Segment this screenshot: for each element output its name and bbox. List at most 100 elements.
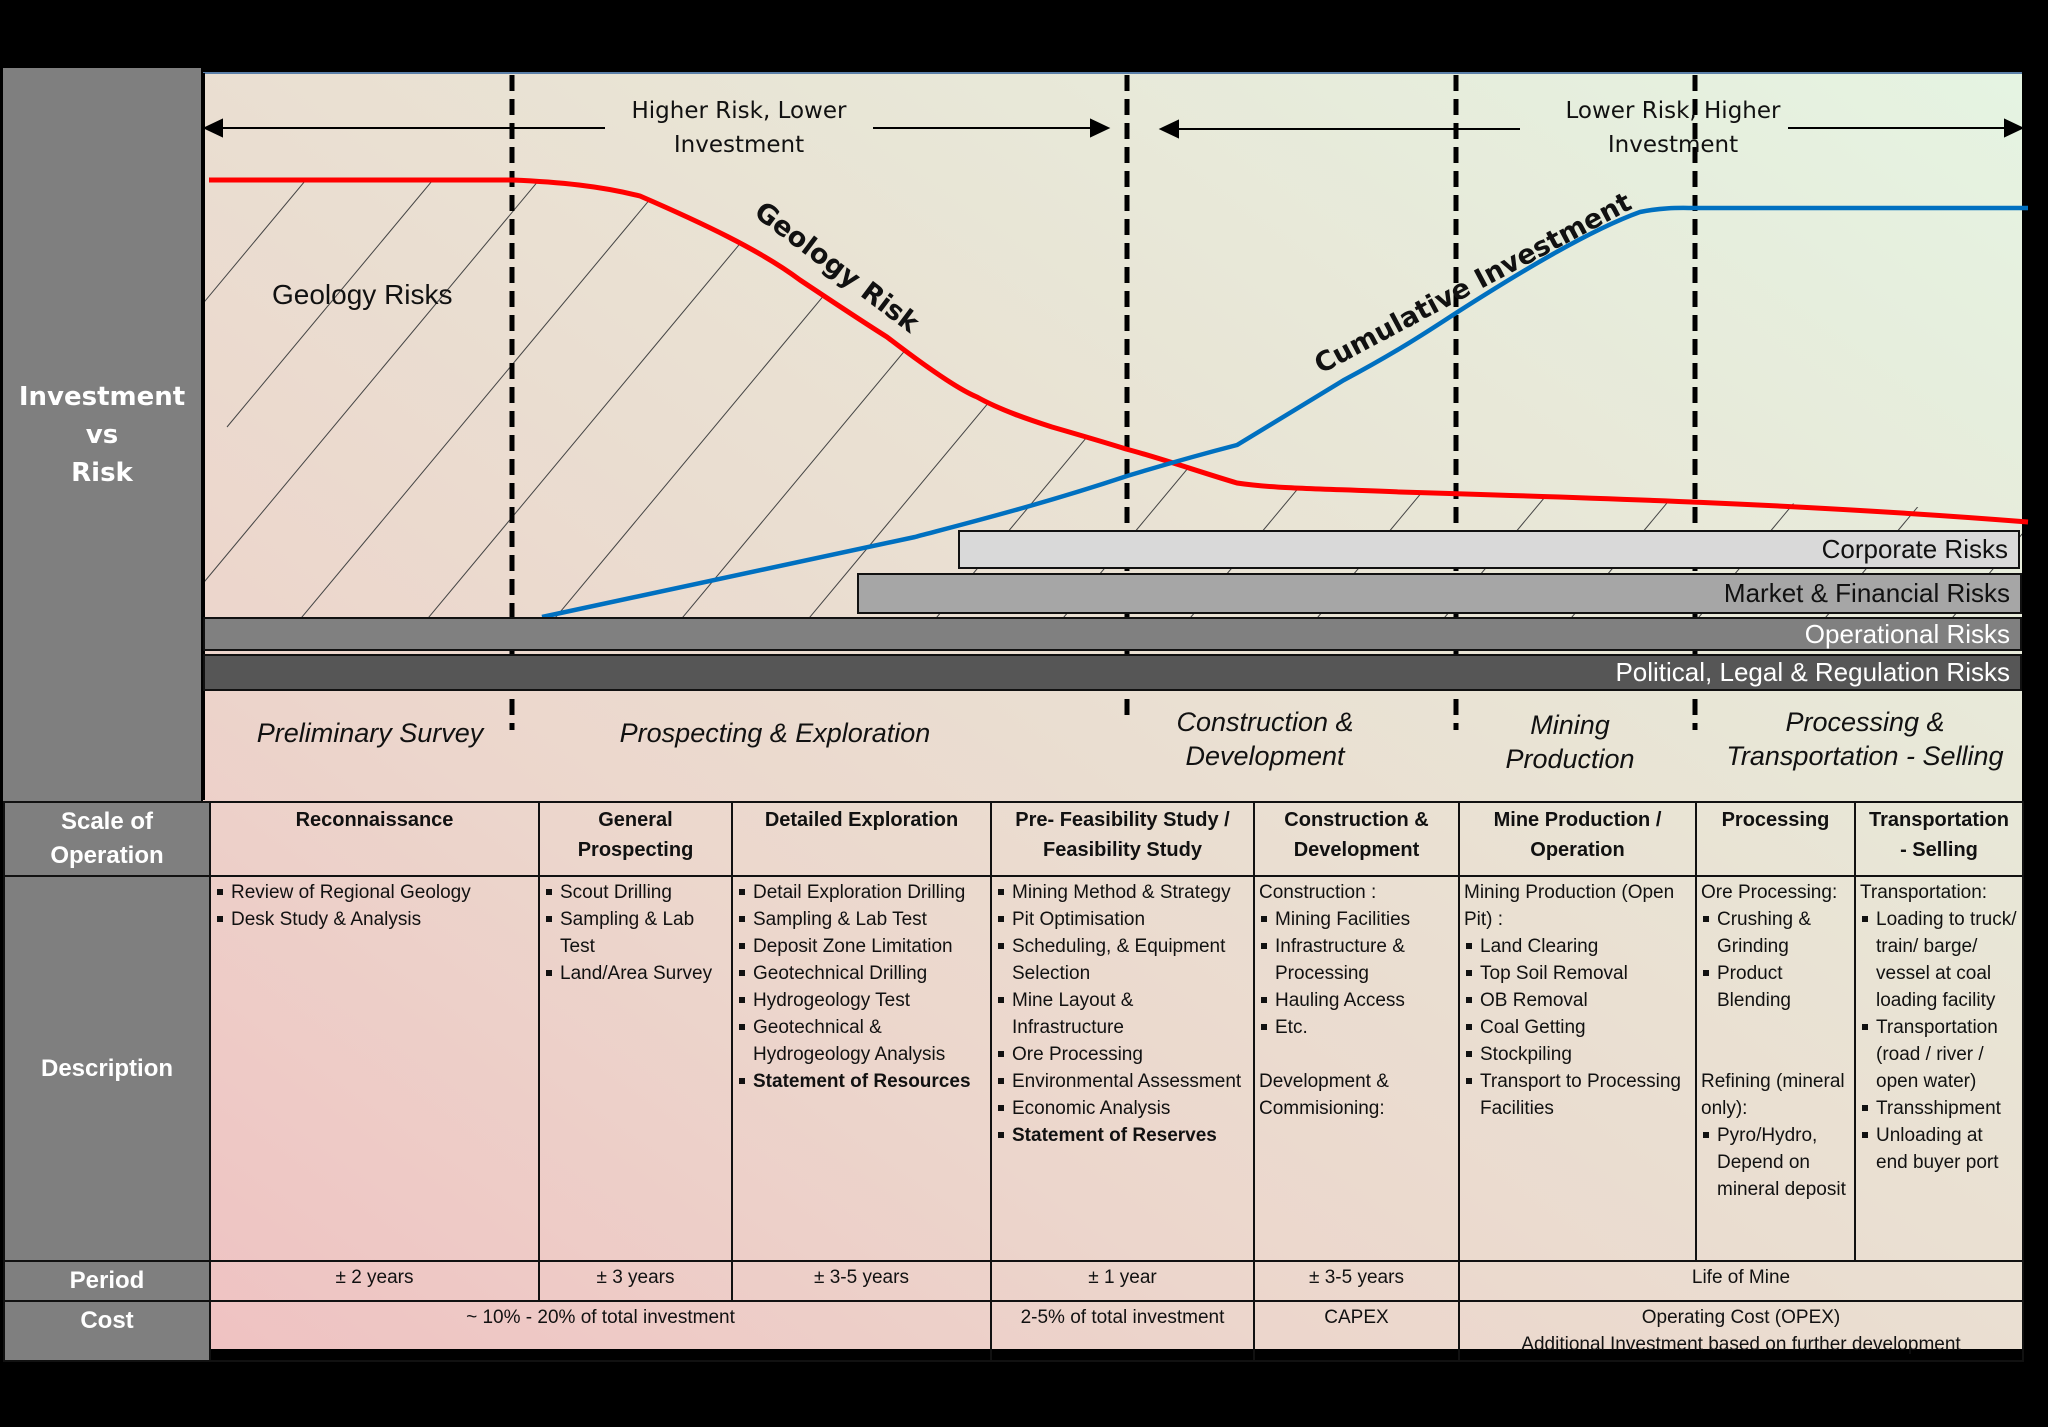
list-item: Environmental Assessment xyxy=(996,1068,1249,1095)
phase-mining-production: Mining Production xyxy=(1470,708,1670,776)
period-row: Period ± 2 years ± 3 years ± 3-5 years ±… xyxy=(3,1260,2024,1302)
col-title: Pre- Feasibility Study / xyxy=(1015,809,1230,831)
phase-preliminary-survey: Preliminary Survey xyxy=(230,716,510,750)
period-detailed-exploration: ± 3-5 years xyxy=(731,1260,992,1302)
list-item: Hauling Access xyxy=(1259,987,1454,1014)
list-item: Scout Drilling xyxy=(544,879,727,906)
risk-bar-label: Corporate Risks xyxy=(1821,534,2008,564)
phase-prospecting-exploration: Prospecting & Exploration xyxy=(560,716,990,750)
list-item: Loading to truck/ train/ barge/ vessel a… xyxy=(1860,906,2018,1014)
desc-general-prospecting: Scout Drilling Sampling & Lab Test Land/… xyxy=(538,875,733,1262)
desc-processing: Ore Processing: Crushing & Grinding Prod… xyxy=(1695,875,1856,1262)
market-financial-risks-bar: Market & Financial Risks xyxy=(857,573,2022,614)
phase-construction-development: Construction & Development xyxy=(1140,705,1390,773)
geology-risks-area-label: Geology Risks xyxy=(272,279,453,310)
desc-transportation: Transportation: Loading to truck/ train/… xyxy=(1854,875,2024,1262)
cost-construction: CAPEX xyxy=(1253,1300,1460,1362)
list-item: Statement of Reserves xyxy=(996,1122,1249,1149)
list-item: Pyro/Hydro, Depend on mineral deposit xyxy=(1701,1122,1850,1203)
panel-label-line: Investment xyxy=(18,381,186,412)
desc-detailed-exploration: Detail Exploration Drilling Sampling & L… xyxy=(731,875,992,1262)
list-item: Transshipment xyxy=(1860,1095,2018,1122)
list-item: Top Soil Removal xyxy=(1464,960,1691,987)
geology-risk-curve xyxy=(209,177,2029,525)
higher-risk-lower-investment-label: Higher Risk, Lower Investment xyxy=(605,94,873,162)
arrow-label-line: Higher Risk, Lower xyxy=(631,98,847,124)
col-title: - Selling xyxy=(1900,839,1978,861)
row-header-cost: Cost xyxy=(3,1300,211,1362)
cost-additional-investment-line: Additional Investment based on further d… xyxy=(1521,1334,1961,1355)
list-item: Mine Layout & Infrastructure xyxy=(996,987,1249,1041)
operational-risks-bar: Operational Risks xyxy=(203,617,2022,651)
cost-feasibility: 2-5% of total investment xyxy=(990,1300,1255,1362)
list-item: Pit Optimisation xyxy=(996,906,1249,933)
col-title: Processing xyxy=(1721,809,1830,831)
list-item: Detail Exploration Drilling xyxy=(737,879,986,906)
desc-heading: Construction : xyxy=(1259,882,1377,903)
cost-exploration: ~ 10% - 20% of total investment xyxy=(209,1300,992,1362)
col-transportation-selling: Transportation - Selling xyxy=(1854,801,2024,877)
col-title: Reconnaissance xyxy=(295,809,454,831)
phase-label-line: Processing & xyxy=(1785,707,1945,737)
col-title: Prospecting xyxy=(577,839,694,861)
col-construction-development: Construction & Development xyxy=(1253,801,1460,877)
list-item: Crushing & Grinding xyxy=(1701,906,1850,960)
desc-heading: Development & Commisioning: xyxy=(1259,1071,1389,1119)
list-item: Transportation (road / river / open wate… xyxy=(1860,1014,2018,1095)
phase-label-line: Prospecting & Exploration xyxy=(619,718,931,748)
political-legal-regulation-risks-bar: Political, Legal & Regulation Risks xyxy=(203,654,2022,691)
list-item: Economic Analysis xyxy=(996,1095,1249,1122)
investment-vs-risk-label-panel: Investment vs Risk xyxy=(3,68,201,801)
list-item: Deposit Zone Limitation xyxy=(737,933,986,960)
row-header-scale: Scale of Operation xyxy=(3,801,211,877)
list-item: Geotechnical & Hydrogeology Analysis xyxy=(737,1014,986,1068)
risk-bar-label: Market & Financial Risks xyxy=(1723,578,2010,608)
phase-label-line: Transportation - Selling xyxy=(1726,741,2004,771)
col-title: Development xyxy=(1293,839,1420,861)
col-title: Operation xyxy=(1530,839,1625,861)
desc-heading: Transportation: xyxy=(1860,882,1988,903)
list-item: Stockpiling xyxy=(1464,1041,1691,1068)
row-header-line: Scale of xyxy=(60,808,154,835)
list-item: Mining Method & Strategy xyxy=(996,879,1249,906)
phase-processing-transportation: Processing & Transportation - Selling xyxy=(1710,705,2020,773)
col-detailed-exploration: Detailed Exploration xyxy=(731,801,992,877)
list-item: Sampling & Lab Test xyxy=(737,906,986,933)
corporate-risks-bar: Corporate Risks xyxy=(958,530,2020,569)
row-header-period: Period xyxy=(3,1260,211,1302)
col-mine-production: Mine Production / Operation xyxy=(1458,801,1697,877)
list-item: Coal Getting xyxy=(1464,1014,1691,1041)
list-item: Sampling & Lab Test xyxy=(544,906,727,960)
period-general-prospecting: ± 3 years xyxy=(538,1260,733,1302)
period-feasibility: ± 1 year xyxy=(990,1260,1255,1302)
list-item: Product Blending xyxy=(1701,960,1850,1014)
list-item: Land/Area Survey xyxy=(544,960,727,987)
cost-opex-line: Operating Cost (OPEX) xyxy=(1641,1307,1841,1328)
phase-label-line: Mining xyxy=(1530,710,1610,740)
phase-label-line: Construction & xyxy=(1176,707,1354,737)
list-item: Geotechnical Drilling xyxy=(737,960,986,987)
panel-label-line: Risk xyxy=(71,457,133,488)
list-item: Review of Regional Geology xyxy=(215,879,534,906)
range-arrows xyxy=(202,118,2025,139)
list-item: Mining Facilities xyxy=(1259,906,1454,933)
cost-row: Cost ~ 10% - 20% of total investment 2-5… xyxy=(3,1300,2024,1362)
list-item: Scheduling, & Equipment Selection xyxy=(996,933,1249,987)
list-item: Land Clearing xyxy=(1464,933,1691,960)
list-item: Hydrogeology Test xyxy=(737,987,986,1014)
col-general-prospecting: General Prospecting xyxy=(538,801,733,877)
lower-risk-higher-investment-label: Lower Risk, Higher Investment xyxy=(1540,94,1806,162)
col-title: Transportation xyxy=(1868,809,2009,831)
phase-label-line: Production xyxy=(1505,744,1635,774)
arrow-label-line: Investment xyxy=(1607,132,1739,158)
period-construction: ± 3-5 years xyxy=(1253,1260,1460,1302)
cost-operation: Operating Cost (OPEX) Additional Investm… xyxy=(1458,1300,2024,1362)
list-item: Ore Processing xyxy=(996,1041,1249,1068)
panel-label-line: vs xyxy=(85,419,119,450)
col-title: Feasibility Study xyxy=(1043,839,1202,861)
desc-heading: Ore Processing: xyxy=(1701,882,1838,903)
list-item: OB Removal xyxy=(1464,987,1691,1014)
list-item: Infrastructure & Processing xyxy=(1259,933,1454,987)
row-header-description: Description xyxy=(3,875,211,1262)
scale-of-operation-row: Scale of Operation Reconnaissance Genera… xyxy=(3,801,2024,877)
